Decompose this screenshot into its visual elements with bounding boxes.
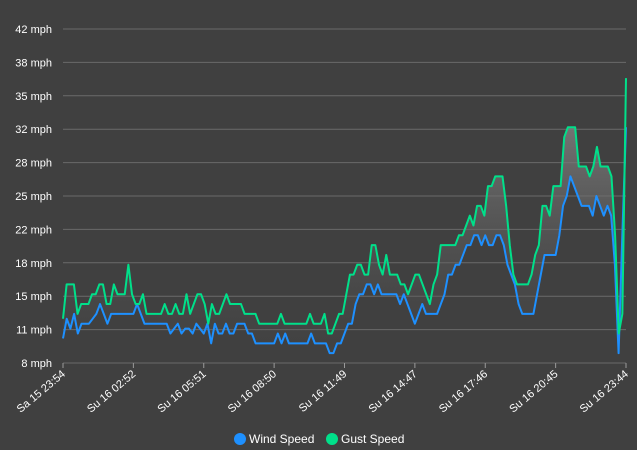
x-tick-label: Su 16 23:44 xyxy=(578,368,631,415)
legend-label-gust-speed: Gust Speed xyxy=(341,432,404,446)
x-tick-label: Su 16 11:49 xyxy=(297,368,350,415)
x-tick-label: Sa 15 23:54 xyxy=(15,368,68,415)
x-axis: Sa 15 23:54 Su 16 02:52 Su 16 05:51 Su 16 0… xyxy=(15,363,631,415)
y-tick-label: 35 mph xyxy=(15,91,52,103)
y-tick-label: 38 mph xyxy=(15,57,52,69)
x-tick-label: Su 16 14:47 xyxy=(367,368,420,415)
legend-label-wind-speed: Wind Speed xyxy=(249,432,314,446)
x-tick-label: Su 16 02:52 xyxy=(85,368,138,415)
series-line-wind-speed xyxy=(62,127,627,355)
legend-swatch-gust-speed xyxy=(326,433,338,445)
y-tick-label: 28 mph xyxy=(15,158,52,170)
y-tick-label: 25 mph xyxy=(15,191,52,203)
legend-swatch-wind-speed xyxy=(234,433,246,445)
grid-layer xyxy=(63,28,626,364)
series-layer xyxy=(62,78,627,355)
y-tick-label: 32 mph xyxy=(15,124,52,136)
y-tick-label: 18 mph xyxy=(15,258,52,270)
series-line-gust-speed xyxy=(62,78,627,335)
x-tick-label: Su 16 17:46 xyxy=(437,368,490,415)
y-tick-label: 11 mph xyxy=(16,325,52,337)
y-tick-label: 22 mph xyxy=(15,224,52,236)
legend: Wind Speed Gust Speed xyxy=(234,432,404,446)
x-tick-label: Su 16 05:51 xyxy=(156,368,209,415)
y-tick-label: 42 mph xyxy=(15,24,52,36)
y-tick-label: 8 mph xyxy=(21,358,52,370)
y-tick-label: 15 mph xyxy=(15,291,52,303)
y-axis: 8 mph 11 mph 15 mph 18 mph 22 mph 25 mph 28 mp… xyxy=(15,24,52,370)
x-tick-label: Su 16 20:45 xyxy=(507,368,560,415)
x-tick-label: Su 16 08:50 xyxy=(226,368,279,415)
